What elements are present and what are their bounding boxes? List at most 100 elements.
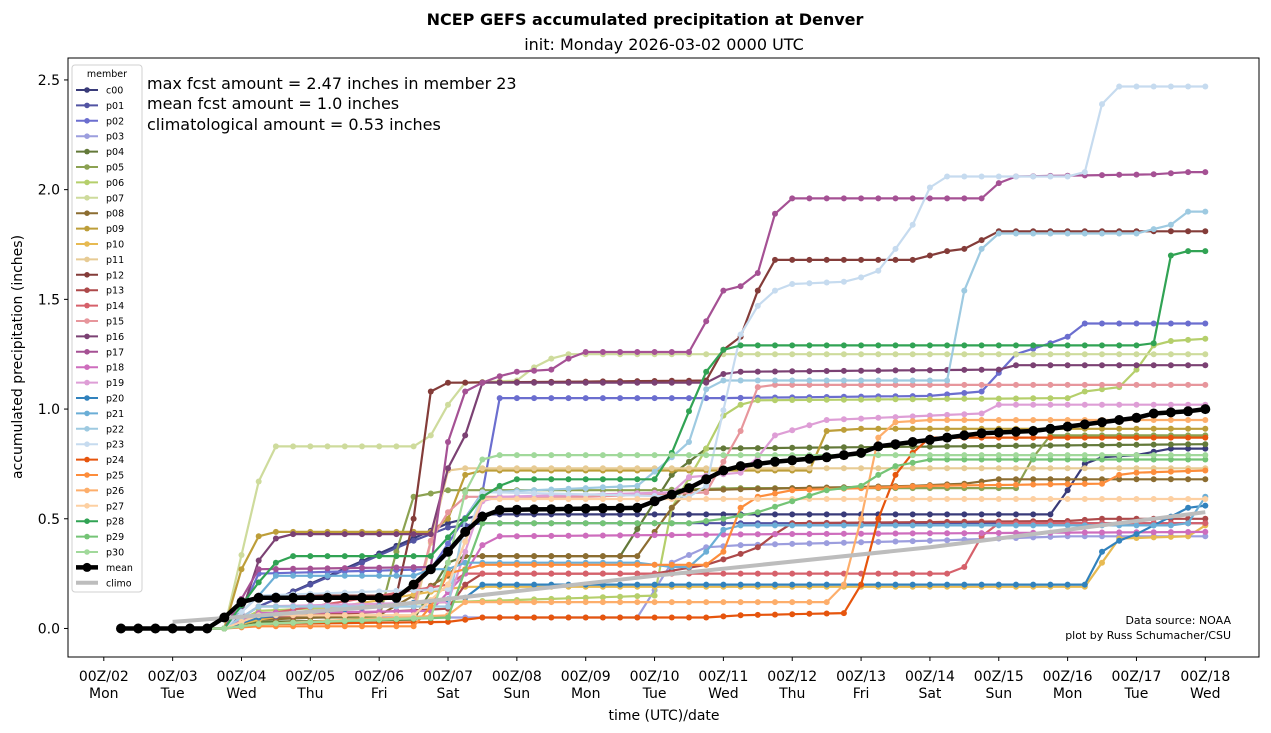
data-point-p28 (307, 553, 314, 560)
data-point-p20 (892, 581, 899, 588)
data-point-p19 (686, 474, 692, 481)
data-point-p30 (651, 452, 658, 459)
data-point-c00 (909, 511, 916, 518)
data-point-p13 (462, 581, 469, 588)
data-point-p23 (1202, 83, 1209, 90)
data-point-p23 (1133, 83, 1140, 90)
data-point-p27 (1030, 496, 1037, 502)
data-point-p11 (875, 465, 882, 472)
series-line-p09 (121, 427, 1206, 630)
data-point-p27 (823, 496, 830, 502)
data-point-p15 (1202, 381, 1209, 388)
data-point-p29 (634, 520, 641, 527)
data-point-p03 (1047, 533, 1054, 540)
data-point-p27 (978, 496, 985, 502)
data-point-p14 (565, 570, 572, 577)
data-point-mean (167, 623, 178, 634)
data-point-p06 (875, 396, 882, 403)
data-point-p29 (565, 520, 572, 527)
data-point-p25 (1116, 471, 1123, 478)
data-point-mean (907, 437, 918, 447)
chart-subtitle: init: Monday 2026-03-02 0000 UTC (524, 35, 804, 54)
data-point-p22 (1202, 208, 1209, 215)
data-point-p16 (651, 379, 658, 386)
data-point-p29 (617, 520, 624, 527)
data-point-p08 (1099, 476, 1105, 483)
data-point-p24 (1133, 434, 1140, 441)
data-point-p27 (1167, 496, 1174, 502)
data-point-p07 (1133, 351, 1140, 358)
data-point-p16 (754, 368, 761, 375)
data-point-p29 (875, 471, 882, 478)
legend-marker (84, 549, 90, 555)
data-point-p16 (272, 535, 279, 542)
data-point-p23 (1047, 173, 1054, 180)
legend-marker (84, 395, 90, 401)
data-point-p12 (858, 256, 865, 263)
legend-item-p04: p04 (76, 147, 124, 158)
data-point-mean (752, 458, 763, 469)
data-point-p08 (1133, 476, 1140, 483)
data-point-p21 (806, 522, 813, 529)
data-point-p14 (806, 570, 813, 577)
data-point-p28 (651, 476, 658, 483)
data-point-p08 (565, 553, 572, 560)
data-point-mean (460, 526, 471, 537)
data-point-p22 (978, 245, 985, 252)
data-point-p07 (858, 351, 865, 358)
data-point-p07 (806, 351, 813, 358)
x-tick-label-day: Wed (226, 686, 257, 702)
data-point-p22 (806, 377, 813, 384)
legend-marker (84, 379, 90, 386)
data-point-p08 (582, 553, 589, 560)
data-point-p03 (1202, 533, 1209, 540)
data-point-p06 (1133, 366, 1140, 373)
data-point-p18 (531, 533, 538, 539)
data-point-c00 (1202, 445, 1209, 452)
data-point-p25 (737, 504, 744, 511)
data-point-p09 (875, 425, 882, 432)
data-point-p24 (617, 614, 624, 621)
data-point-p15 (1133, 381, 1140, 388)
data-point-mean (1131, 412, 1142, 423)
data-point-p21 (1013, 522, 1019, 529)
data-point-p13 (737, 550, 744, 557)
data-point-p21 (1185, 520, 1192, 527)
data-point-p25 (341, 623, 348, 630)
data-point-p22 (324, 603, 331, 610)
data-point-p18 (548, 532, 555, 539)
legend-item-mean: mean (76, 562, 133, 574)
data-point-p28 (1150, 340, 1157, 347)
legend-title: member (87, 69, 127, 80)
x-tick-label-time: 00Z/15 (974, 669, 1024, 685)
data-point-p12 (961, 245, 968, 252)
data-point-p16 (255, 557, 262, 564)
data-point-p09 (1133, 425, 1140, 432)
data-point-p24 (1030, 434, 1037, 441)
data-point-p12 (909, 256, 916, 263)
data-point-p11 (978, 465, 985, 472)
data-point-p22 (995, 230, 1002, 237)
data-point-p25 (1167, 468, 1174, 475)
data-point-p16 (531, 379, 538, 386)
data-point-p17 (1099, 172, 1105, 179)
data-point-p11 (823, 465, 830, 472)
data-point-p28 (445, 534, 451, 541)
data-point-p12 (772, 256, 778, 263)
data-point-p15 (1150, 381, 1157, 388)
data-point-c00 (445, 520, 451, 527)
data-point-p20 (806, 581, 813, 588)
data-point-mean (821, 452, 832, 463)
data-point-p11 (479, 465, 486, 472)
data-point-p07 (1047, 351, 1054, 358)
annotation-mean: mean fcst amount = 1.0 inches (147, 94, 399, 113)
data-point-p02 (737, 394, 744, 401)
data-point-p19 (978, 410, 985, 417)
data-point-mean (1062, 421, 1073, 432)
data-point-p07 (393, 443, 400, 450)
y-tick-label: 2.5 (38, 73, 60, 89)
data-point-p17 (272, 566, 279, 572)
data-point-p21 (909, 522, 916, 529)
data-point-p11 (806, 465, 813, 472)
series-p07 (118, 351, 1209, 632)
